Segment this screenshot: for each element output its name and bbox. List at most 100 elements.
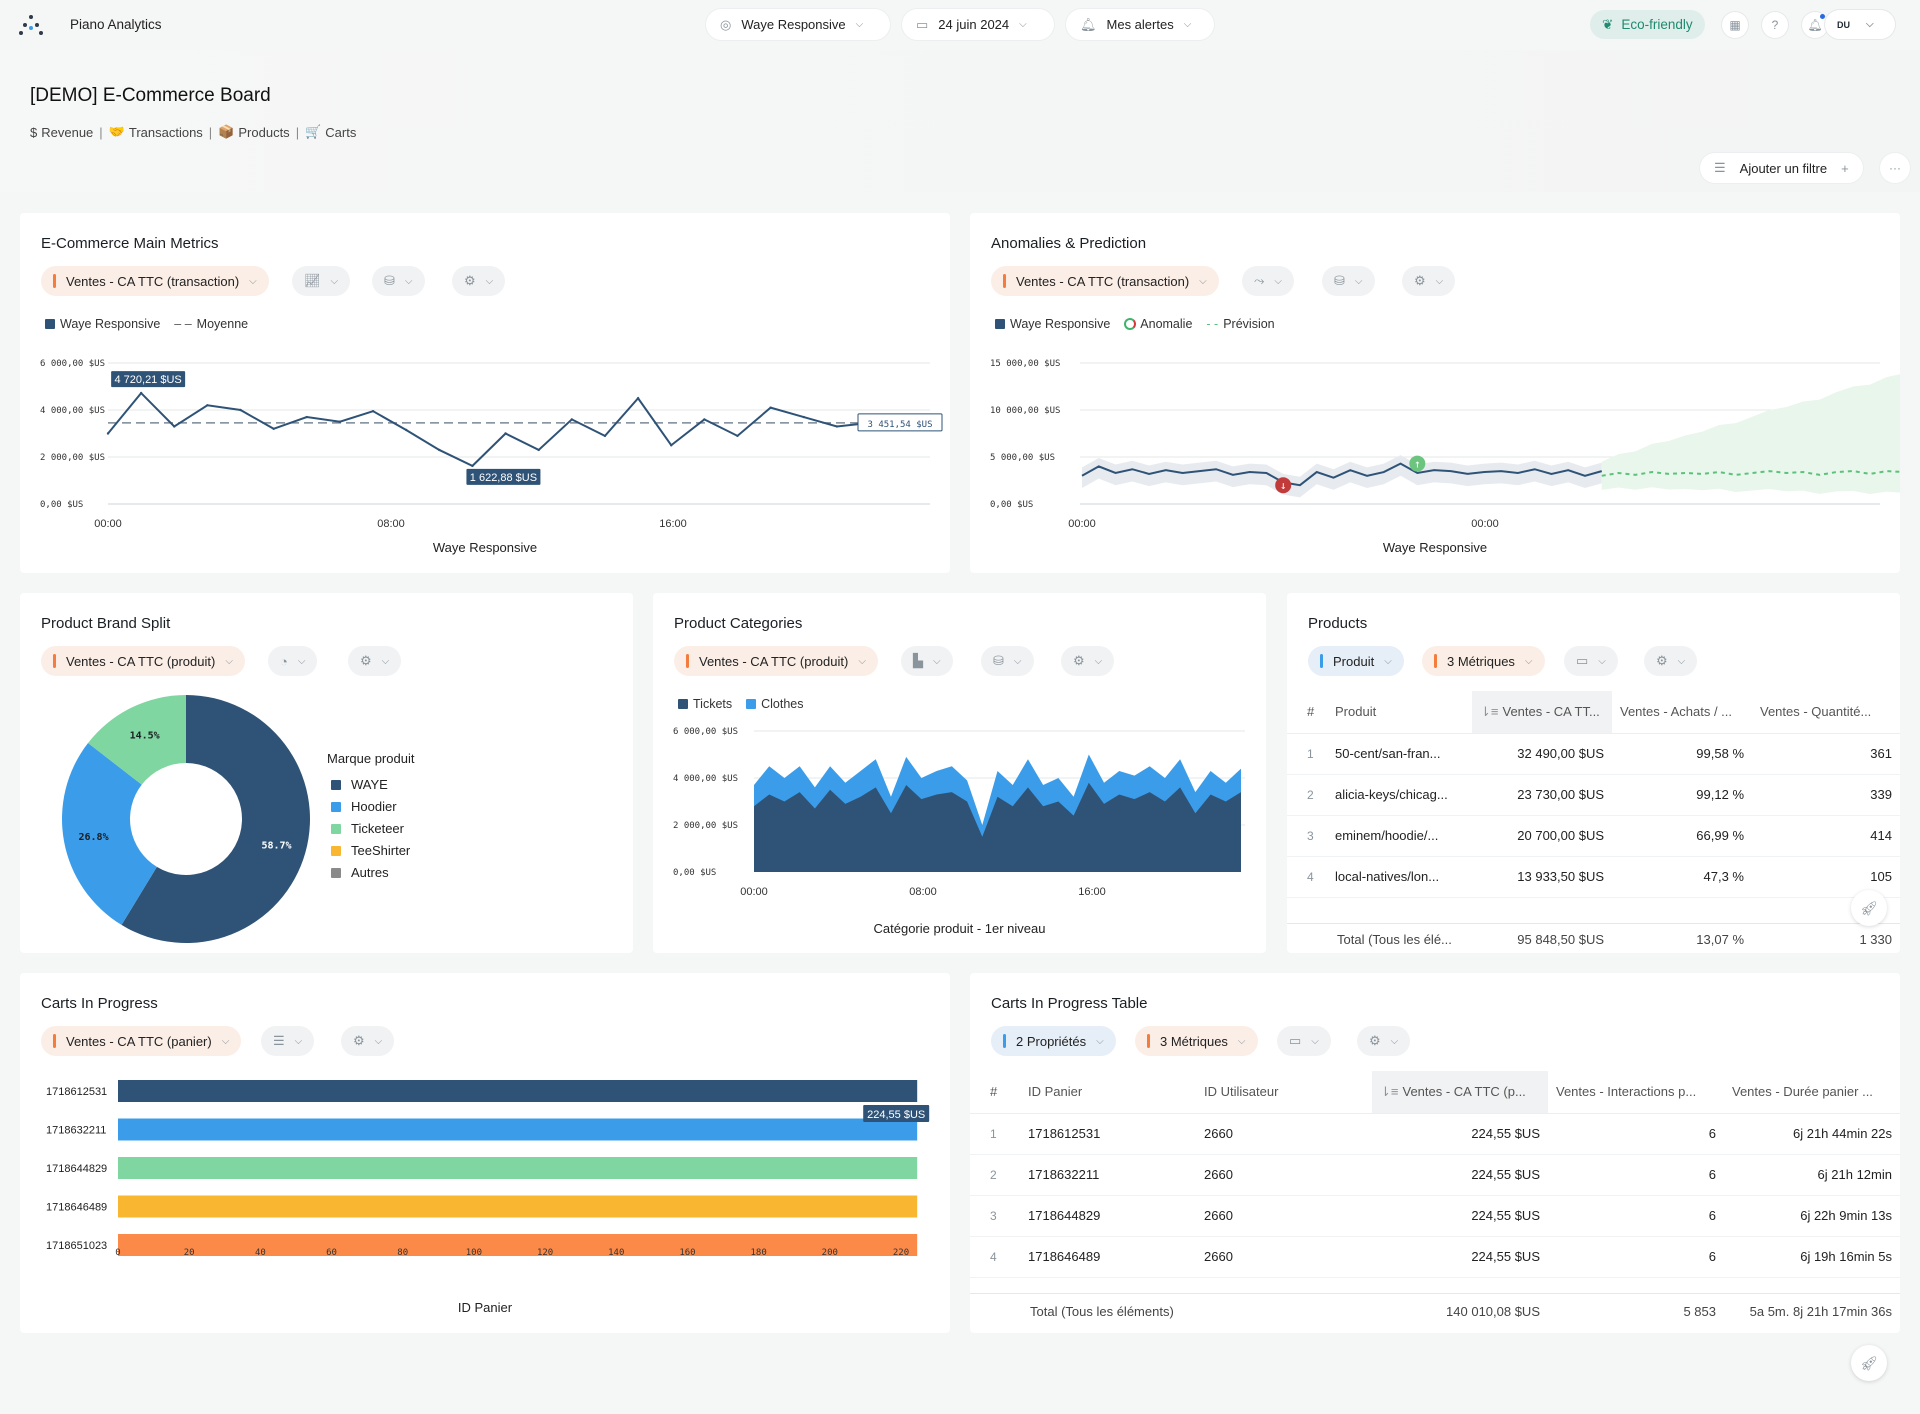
column-header[interactable]: Ventes - Durée panier ... <box>1724 1071 1900 1114</box>
piano-logo-icon[interactable] <box>18 14 44 36</box>
leaf-icon: ❦ <box>1602 16 1614 32</box>
help-button[interactable]: ? <box>1762 12 1788 38</box>
max-label-box <box>111 371 186 388</box>
column-header[interactable]: Ventes - Achats / ... <box>1612 691 1752 734</box>
tab-carts[interactable]: Carts <box>325 124 357 140</box>
data-options-selector[interactable]: ⛁ ⌵ <box>981 646 1034 676</box>
data-point <box>404 428 408 432</box>
table-cell: local-natives/lon... <box>1327 856 1472 898</box>
area-tickets <box>754 782 1241 872</box>
y-tick-label: 10 000,00 $US <box>990 406 1060 416</box>
column-header[interactable]: Ventes - Interactions p... <box>1548 1071 1724 1114</box>
chart-type-selector[interactable]: ◔ ⌵ <box>268 646 318 676</box>
user-menu[interactable]: DU ⌵ <box>1825 10 1895 39</box>
anomaly-chart-icon: ⤳ <box>1254 273 1265 288</box>
metrics-selector[interactable]: 3 Métriques ⌵ <box>1135 1026 1258 1056</box>
settings-selector[interactable]: ⚙ ⌵ <box>341 1026 395 1056</box>
data-point <box>802 415 805 419</box>
column-header[interactable]: ID Utilisateur <box>1196 1071 1372 1114</box>
legend-item[interactable]: Clothes <box>746 697 804 711</box>
alerts-selector[interactable]: 🔔︎ Mes alertes ⌵ <box>1066 9 1214 40</box>
rocket-button[interactable]: 🚀︎ <box>1851 1345 1887 1381</box>
settings-selector[interactable]: ⚙ ⌵ <box>1402 266 1456 296</box>
column-header[interactable]: ID Panier <box>1020 1071 1196 1114</box>
more-options-button[interactable]: ··· <box>1880 153 1910 183</box>
carts-table: # ID Panier ID Utilisateur ⇂≡ Ventes - CA… <box>970 1071 1900 1278</box>
metric-selector-label: Ventes - CA TTC (produit) <box>66 653 216 669</box>
settings-selector[interactable]: ⚙ ⌵ <box>1644 646 1698 676</box>
legend-label: Ticketeer <box>351 821 405 836</box>
tab-products[interactable]: Products <box>238 124 290 140</box>
tab-revenue[interactable]: Revenue <box>41 124 94 140</box>
legend-item[interactable]: Tickets <box>678 697 732 711</box>
metric-selector[interactable]: Ventes - CA TTC (produit) ⌵ <box>674 646 878 676</box>
data-point <box>139 391 143 395</box>
apps-grid-button[interactable]: ▦ <box>1722 12 1748 38</box>
legend-item[interactable]: - - Prévision <box>1206 317 1274 331</box>
chart-type-selector[interactable]: 📈︎ ⌵ <box>292 266 351 296</box>
database-icon: ⛁ <box>993 653 1004 668</box>
gear-icon: ⚙ <box>1414 273 1426 288</box>
chevron-down-icon: ⌵ <box>374 1035 383 1047</box>
table-row[interactable]: 1 50-cent/san-fran... 32 490,00 $US 99,58 %… <box>1287 733 1900 775</box>
table-row[interactable]: 1 1718612531 2660 224,55 $US 6 6j 21h 44min 2… <box>970 1113 1900 1155</box>
settings-selector[interactable]: ⚙ ⌵ <box>1357 1026 1411 1056</box>
products-card: Products Produit ⌵ 3 Métriques ⌵ ▭ ⌵ ⚙ ⌵ #… <box>1287 593 1900 953</box>
table-options-selector[interactable]: ▭ ⌵ <box>1277 1026 1331 1056</box>
legend-item[interactable]: Anomalie <box>1124 317 1192 331</box>
date-selector[interactable]: ▭ 24 juin 2024 ⌵ <box>902 9 1054 40</box>
legend-label: Waye Responsive <box>60 317 161 331</box>
series-line <box>107 391 871 468</box>
chevron-down-icon: ⌵ <box>1013 655 1022 667</box>
table-row[interactable]: 4 1718646489 2660 224,55 $US 6 6j 19h 16min 5… <box>970 1236 1900 1278</box>
rocket-button[interactable]: 🚀︎ <box>1851 890 1887 926</box>
chart-type-selector[interactable]: ☰ ⌵ <box>261 1026 315 1056</box>
y-tick-label: 0,00 $US <box>40 500 83 510</box>
metric-selector[interactable]: Ventes - CA TTC (panier) ⌵ <box>41 1026 242 1056</box>
table-row[interactable]: 2 1718632211 2660 224,55 $US 6 6j 21h 12min <box>970 1154 1900 1196</box>
table-row[interactable]: 2 alicia-keys/chicag... 23 730,00 $US 99,12… <box>1287 774 1900 816</box>
chart-type-selector[interactable]: ⤳ ⌵ <box>1242 266 1294 296</box>
notification-dot <box>1820 14 1825 19</box>
settings-selector[interactable]: ⚙ ⌵ <box>348 646 402 676</box>
site-selector[interactable]: ◎ Waye Responsive ⌵ <box>706 9 890 40</box>
add-filter-button[interactable]: ☰ Ajouter un filtre + <box>1700 153 1863 183</box>
data-point <box>603 434 607 438</box>
card-title: Carts In Progress <box>41 995 158 1012</box>
bell-icon: 🔔︎ <box>1807 18 1823 32</box>
legend-item[interactable]: – – Moyenne <box>174 317 248 331</box>
data-point <box>106 432 110 435</box>
property-selector[interactable]: 2 Propriétés ⌵ <box>991 1026 1116 1056</box>
column-header-sorted[interactable]: ⇂≡ Ventes - CA TTC (p... <box>1372 1071 1548 1114</box>
legend-item[interactable]: Waye Responsive <box>995 317 1110 331</box>
metric-color-bar <box>1147 1034 1150 1048</box>
anomaly-down-marker <box>1275 477 1292 494</box>
tab-transactions[interactable]: Transactions <box>128 124 203 140</box>
property-selector[interactable]: Produit ⌵ <box>1308 646 1404 676</box>
data-point <box>371 409 375 413</box>
table-row[interactable]: 4 local-natives/lon... 13 933,50 $US 47,3 %… <box>1287 856 1900 898</box>
settings-selector[interactable]: ⚙ ⌵ <box>452 266 506 296</box>
data-options-selector[interactable]: ⛁ ⌵ <box>1322 266 1375 296</box>
data-options-selector[interactable]: ⛁ ⌵ <box>372 266 425 296</box>
y-category-label: 1718651023 <box>46 1240 107 1252</box>
column-header[interactable]: Produit <box>1327 691 1472 734</box>
metric-selector-label: Ventes - CA TTC (transaction) <box>1016 273 1190 289</box>
chevron-down-icon: ⌵ <box>221 1035 230 1047</box>
column-header[interactable]: Ventes - Quantité... <box>1752 691 1900 734</box>
chart-legend: Tickets Clothes <box>678 697 804 711</box>
table-row[interactable]: 3 1718644829 2660 224,55 $US 6 6j 22h 9min 13… <box>970 1195 1900 1237</box>
settings-selector[interactable]: ⚙ ⌵ <box>1061 646 1115 676</box>
notifications-button[interactable]: 🔔︎ <box>1802 12 1828 38</box>
chart-type-selector[interactable]: ▙ ⌵ <box>901 646 953 676</box>
metric-selector[interactable]: Ventes - CA TTC (produit) ⌵ <box>41 646 245 676</box>
table-row[interactable]: 3 eminem/hoodie/... 20 700,00 $US 66,99 % 41… <box>1287 815 1900 857</box>
legend-item[interactable]: Waye Responsive <box>45 317 160 331</box>
table-options-selector[interactable]: ▭ ⌵ <box>1564 646 1618 676</box>
eco-friendly-badge[interactable]: ❦ Eco-friendly <box>1590 10 1705 39</box>
value-label: 224,55 $US <box>867 1109 925 1121</box>
metrics-selector[interactable]: 3 Métriques ⌵ <box>1422 646 1545 676</box>
metric-selector[interactable]: Ventes - CA TTC (transaction) ⌵ <box>991 266 1219 296</box>
column-header-sorted[interactable]: ⇂≡ Ventes - CA TT... <box>1472 691 1612 734</box>
metric-selector[interactable]: Ventes - CA TTC (transaction) ⌵ <box>41 266 269 296</box>
